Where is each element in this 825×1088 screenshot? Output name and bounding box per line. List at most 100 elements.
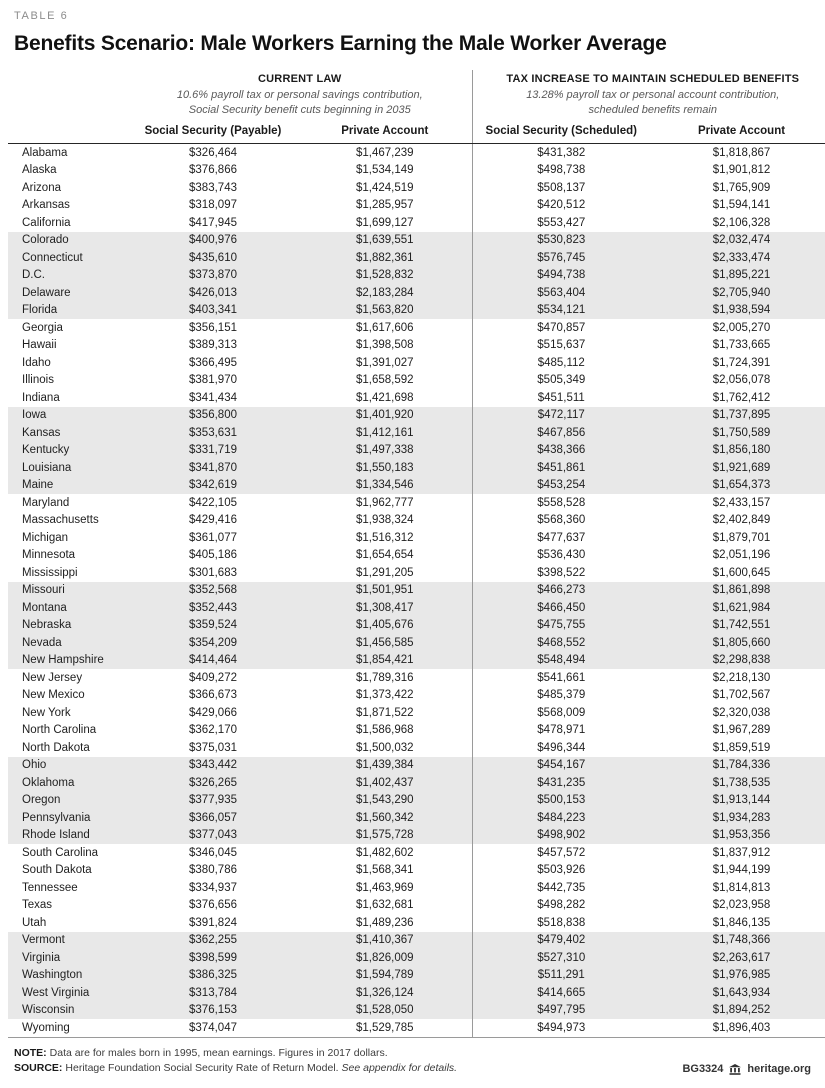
state-cell: Tennessee [22,881,78,894]
value-cell: $1,529,785 [355,1021,414,1034]
state-cell: Utah [22,916,47,929]
table-row: Connecticut $435,610 $1,882,361 $576,745 $2,… [8,249,825,267]
value-cell: $1,938,594 [712,304,771,317]
value-cell: $2,183,284 [355,286,414,299]
value-cell: $1,750,589 [712,426,771,439]
value-cell: $1,789,316 [355,671,414,684]
value-cell: $1,895,221 [712,269,771,282]
value-cell: $468,552 [471,634,651,652]
table-row: New Hampshire $414,464 $1,854,421 $548,494 $… [8,651,825,670]
value-cell: $457,572 [471,844,651,862]
value-cell: $1,617,606 [355,321,414,334]
value-cell: $467,856 [471,424,651,442]
value-cell: $1,699,127 [355,216,414,229]
table-row: Nevada $354,209 $1,456,585 $468,552 $1,805,6… [8,634,825,652]
value-cell: $1,560,342 [355,811,414,824]
value-cell: $1,976,985 [712,969,771,982]
value-cell: $485,112 [471,354,651,372]
value-cell: $1,543,290 [355,794,414,807]
value-cell: $477,637 [471,529,651,547]
table-header: CURRENT LAW TAX INCREASE TO MAINTAIN SCH… [8,70,825,145]
value-cell: $405,186 [189,549,237,562]
table-row: D.C. $373,870 $1,528,832 $494,738 $1,895,221 [8,266,825,285]
value-cell: $420,512 [471,196,651,215]
value-cell: $518,838 [471,914,651,932]
table-row: North Dakota $375,031 $1,500,032 $496,344 $1… [8,739,825,757]
value-cell: $1,501,951 [355,584,414,597]
col-header-ss-scheduled: Social Security (Scheduled) [471,122,651,145]
value-cell: $356,800 [189,409,237,422]
value-cell: $485,379 [471,686,651,705]
state-cell: Michigan [22,531,69,544]
table-row: Rhode Island $377,043 $1,575,728 $498,902 $1… [8,826,825,845]
value-cell: $359,524 [189,619,237,632]
group-header-current-law: CURRENT LAW [258,73,342,85]
table-row: Idaho $366,495 $1,391,027 $485,112 $1,724,39… [8,354,825,372]
value-cell: $453,254 [471,476,651,495]
col-header-private-account-2: Private Account [650,122,825,145]
value-cell: $326,464 [189,146,237,159]
state-cell: Delaware [22,286,71,299]
value-cell: $515,637 [471,336,651,355]
value-cell: $2,263,617 [712,951,771,964]
subtitle-line: scheduled benefits remain [588,103,717,116]
value-cell: $1,859,519 [712,741,771,754]
state-cell: Louisiana [22,461,72,474]
note-text: Data are for males born in 1995, mean ea… [49,1046,388,1059]
value-cell: $1,563,820 [355,304,414,317]
value-cell: $505,349 [471,371,651,390]
heritage-org-link[interactable]: heritage.org [747,1063,811,1076]
value-cell: $508,137 [471,179,651,197]
table-row: Tennessee $334,937 $1,463,969 $442,735 $1,81… [8,879,825,897]
value-cell: $530,823 [471,231,651,250]
value-cell: $376,656 [189,899,237,912]
value-cell: $1,500,032 [355,741,414,754]
value-cell: $442,735 [471,879,651,897]
state-cell: West Virginia [22,986,90,999]
value-cell: $381,970 [189,374,237,387]
value-cell: $346,045 [189,846,237,859]
value-cell: $479,402 [471,931,651,950]
value-cell: $2,705,940 [712,286,771,299]
value-cell: $431,382 [471,143,651,162]
value-cell: $1,516,312 [355,531,414,544]
value-cell: $511,291 [471,966,651,985]
table-row: Montana $352,443 $1,308,417 $466,450 $1,621,… [8,599,825,617]
value-cell: $1,639,551 [355,234,414,247]
value-cell: $342,619 [189,479,237,492]
value-cell: $2,402,849 [712,514,771,527]
state-cell: Ohio [22,759,47,772]
table-row: Florida $403,341 $1,563,820 $534,121 $1,938,… [8,301,825,320]
table-row: Nebraska $359,524 $1,405,676 $475,755 $1,742… [8,616,825,635]
state-cell: Wyoming [22,1021,70,1034]
value-cell: $1,405,676 [355,619,414,632]
value-cell: $1,805,660 [712,636,771,649]
source-line: SOURCE: Heritage Foundation Social Securi… [14,1061,457,1077]
table-row: Maryland $422,105 $1,962,777 $558,528 $2,433… [8,494,825,512]
subtitle-line: Social Security benefit cuts beginning i… [188,103,411,116]
value-cell: $568,009 [471,704,651,722]
table-row: South Carolina $346,045 $1,482,602 $457,572… [8,844,825,862]
value-cell: $553,427 [471,214,651,232]
value-cell: $2,056,078 [712,374,771,387]
value-cell: $1,308,417 [355,601,414,614]
value-cell: $1,814,813 [712,881,771,894]
value-cell: $1,424,519 [355,181,414,194]
value-cell: $1,575,728 [355,829,414,842]
state-cell: North Dakota [22,741,90,754]
table-row: California $417,945 $1,699,127 $553,427 $2,1… [8,214,825,232]
value-cell: $1,854,421 [355,654,414,667]
value-cell: $2,433,157 [712,496,771,509]
value-cell: $1,421,698 [355,391,414,404]
value-cell: $429,416 [189,514,237,527]
state-cell: New York [22,706,71,719]
value-cell: $383,743 [189,181,237,194]
value-cell: $472,117 [471,406,651,425]
value-cell: $353,631 [189,426,237,439]
state-cell: Virginia [22,951,61,964]
table-row: Utah $391,824 $1,489,236 $518,838 $1,846,135 [8,914,825,932]
state-cell: Alabama [22,146,68,159]
value-cell: $558,528 [471,494,651,512]
state-cell: Washington [22,969,83,982]
value-cell: $503,926 [471,861,651,880]
